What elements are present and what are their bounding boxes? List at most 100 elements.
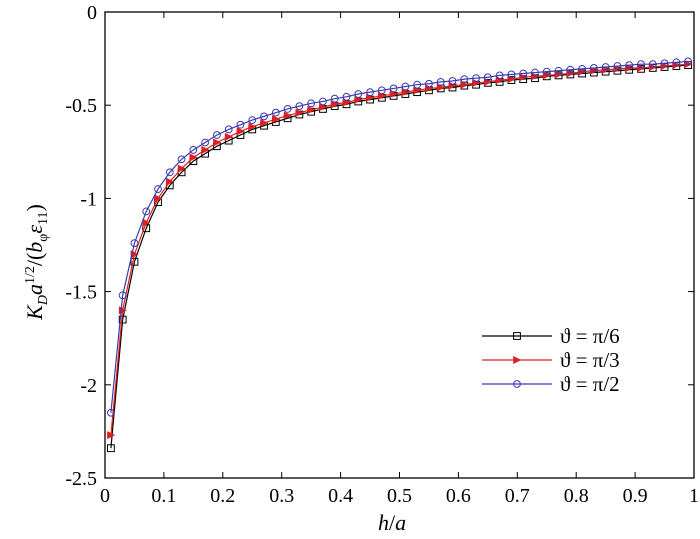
data-point-circle — [625, 61, 634, 70]
x-tick-labels: 0 0.1 0.2 0.3 0.4 0.5 0.6 0.7 0.8 0.9 1 — [100, 485, 699, 507]
data-point-triangle — [236, 127, 245, 136]
data-point-triangle — [625, 63, 634, 72]
data-point-circle — [307, 99, 316, 108]
y-tick-label: -1 — [80, 188, 97, 210]
data-point-triangle — [672, 61, 681, 70]
data-point-triangle — [177, 164, 186, 173]
data-point-triangle — [295, 108, 304, 117]
data-point-circle — [213, 131, 221, 139]
data-point-triangle — [578, 67, 587, 76]
data-point-circle — [566, 65, 575, 74]
x-tick-label: 0.1 — [151, 485, 176, 507]
data-point-triangle — [189, 153, 198, 162]
data-point-triangle — [660, 62, 669, 71]
data-point-triangle — [213, 138, 222, 147]
data-point-circle — [513, 380, 521, 388]
series-group — [106, 57, 693, 453]
x-tick-label: 0.5 — [387, 485, 412, 507]
data-point-circle — [330, 94, 339, 103]
data-point-triangle — [165, 177, 175, 186]
data-point-circle — [413, 80, 422, 89]
data-point-square — [106, 444, 115, 453]
data-point-circle — [589, 64, 598, 72]
legend-item: ϑ = π/2 — [482, 372, 620, 396]
data-point-circle — [201, 138, 210, 147]
data-point-circle — [118, 291, 127, 300]
plot-area — [104, 11, 695, 479]
legend-label: ϑ = π/2 — [560, 372, 620, 396]
data-point-square — [513, 332, 521, 340]
data-point-triangle — [684, 60, 693, 69]
data-point-circle — [248, 116, 257, 125]
y-tick-label: -1.5 — [65, 282, 97, 304]
data-point-circle — [531, 68, 539, 77]
data-point-circle — [106, 408, 115, 417]
data-point-circle — [224, 125, 233, 134]
x-axis-title: h/a — [378, 510, 406, 535]
legend-item: ϑ = π/3 — [482, 348, 620, 372]
data-point-circle — [366, 88, 374, 97]
x-tick-label: 0.8 — [564, 485, 589, 507]
data-point-circle — [189, 146, 198, 154]
data-point-circle — [448, 77, 457, 85]
data-point-triangle — [248, 122, 257, 131]
y-tick-label: -2.5 — [65, 468, 97, 490]
data-point-circle — [425, 79, 433, 88]
data-point-circle — [436, 78, 445, 86]
data-point-circle — [472, 74, 480, 83]
data-point-circle — [672, 58, 681, 67]
data-point-circle — [236, 120, 245, 129]
x-tick-label: 0.3 — [269, 485, 294, 507]
data-point-triangle — [513, 355, 522, 365]
data-point-circle — [295, 102, 304, 111]
data-point-triangle — [648, 62, 658, 72]
data-point-circle — [342, 92, 351, 101]
data-point-circle — [637, 60, 645, 69]
data-point-triangle — [613, 64, 622, 73]
data-point-circle — [165, 168, 174, 177]
data-point-circle — [154, 185, 162, 193]
data-point-circle — [542, 67, 551, 76]
data-point-circle — [507, 70, 516, 79]
data-point-triangle — [224, 132, 233, 141]
data-point-triangle — [107, 431, 116, 440]
data-point-circle — [401, 82, 410, 91]
data-point-circle — [130, 239, 139, 248]
y-tick-label: 0 — [87, 2, 97, 24]
data-point-triangle — [154, 194, 163, 203]
legend: ϑ = π/6ϑ = π/3ϑ = π/2 — [482, 324, 620, 396]
x-tick-label: 0.9 — [623, 485, 648, 507]
legend-item: ϑ = π/6 — [482, 324, 620, 348]
legend-label: ϑ = π/3 — [560, 348, 620, 372]
x-tick-label: 0.7 — [505, 485, 530, 507]
data-point-circle — [377, 86, 386, 95]
x-tick-label: 1 — [689, 485, 699, 507]
data-point-circle — [601, 63, 610, 71]
data-point-circle — [648, 60, 657, 69]
data-point-circle — [613, 62, 622, 70]
y-tick-labels: 0 -0.5 -1 -1.5 -2 -2.5 — [65, 2, 97, 490]
data-point-circle — [142, 207, 151, 216]
data-point-circle — [578, 64, 586, 73]
data-point-triangle — [201, 145, 210, 154]
data-point-circle — [319, 97, 327, 106]
data-point-triangle — [142, 218, 151, 227]
data-point-circle — [389, 84, 398, 93]
y-tick-label: -2 — [80, 375, 97, 397]
data-point-triangle — [272, 115, 281, 124]
data-point-circle — [495, 71, 504, 80]
data-point-triangle — [601, 65, 610, 74]
legend-label: ϑ = π/6 — [560, 324, 620, 348]
data-point-triangle — [307, 105, 316, 114]
data-point-triangle — [283, 111, 292, 120]
data-point-triangle — [590, 66, 599, 75]
data-point-square — [142, 224, 151, 233]
data-point-circle — [177, 155, 186, 164]
x-tick-label: 0 — [100, 485, 110, 507]
y-tick-label: -0.5 — [65, 95, 97, 117]
axis-ticks — [104, 11, 695, 479]
data-point-circle — [354, 90, 363, 98]
data-point-triangle — [260, 118, 269, 127]
data-point-circle — [260, 112, 268, 121]
